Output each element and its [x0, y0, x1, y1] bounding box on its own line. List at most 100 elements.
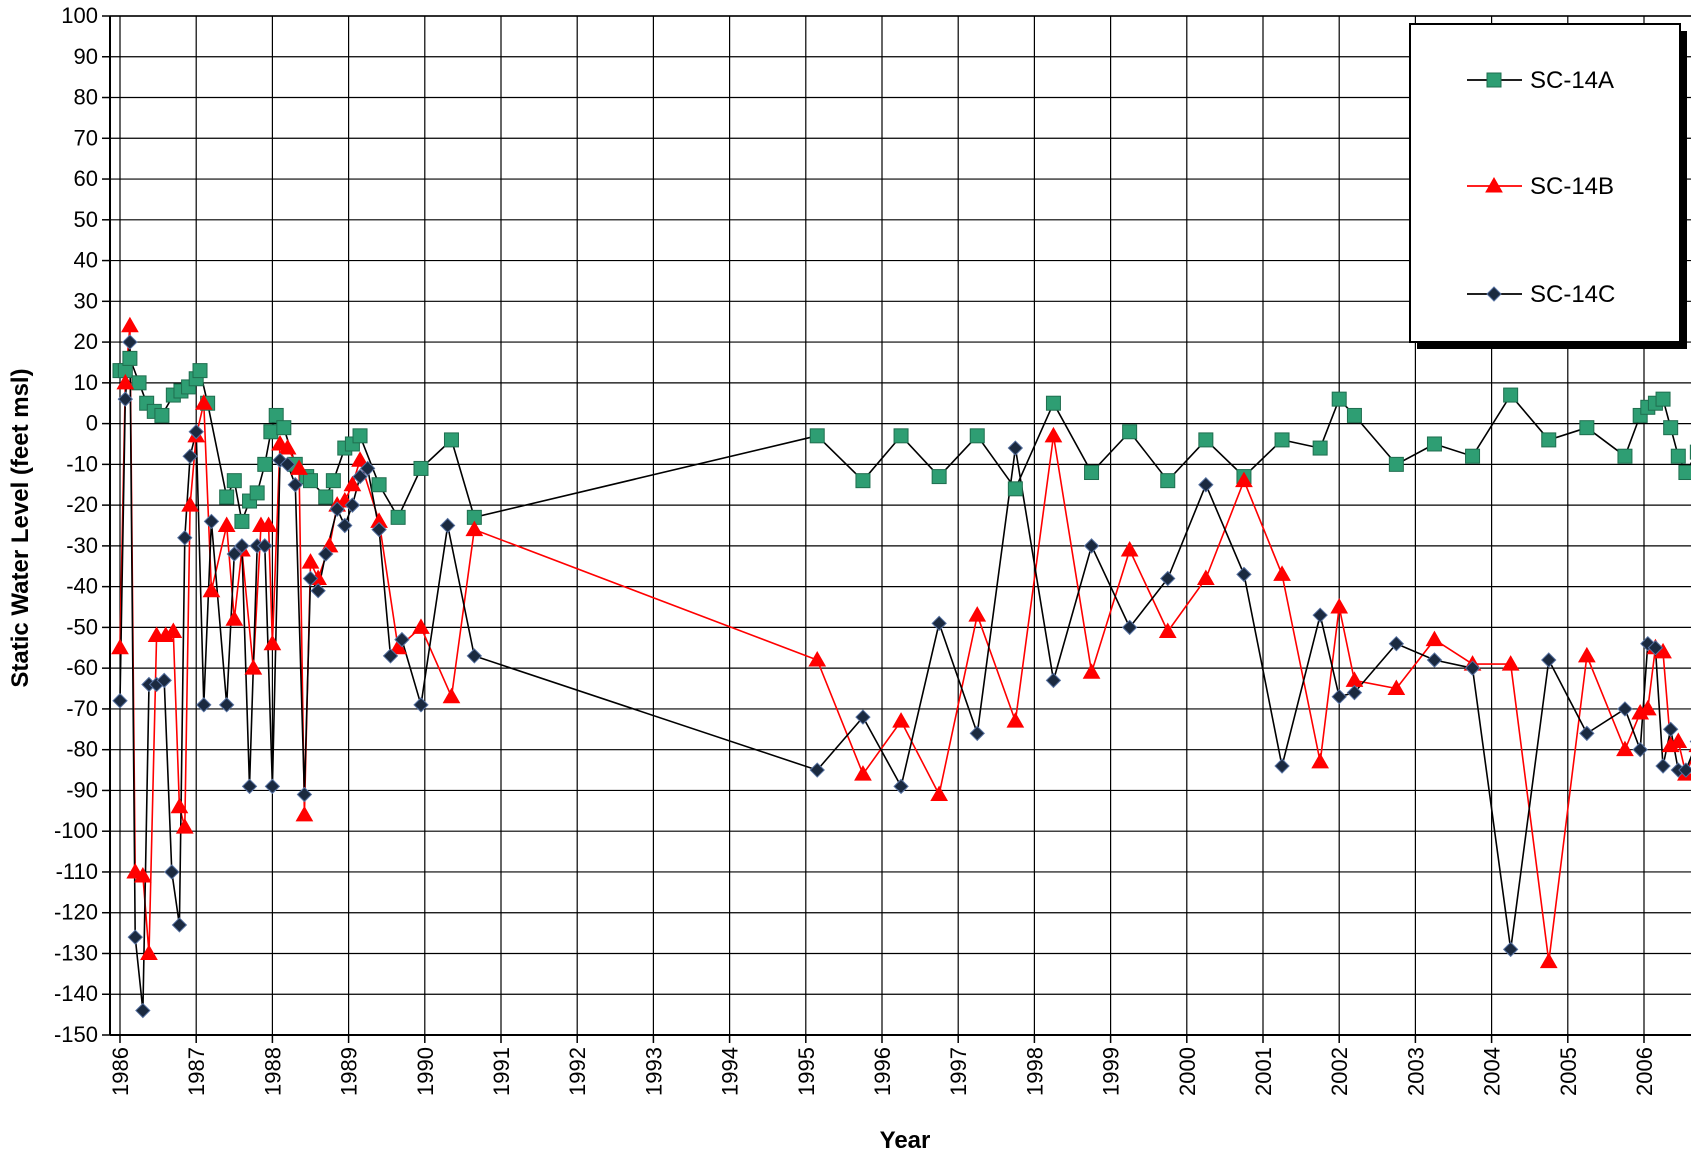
data-point	[263, 424, 279, 440]
data-point	[194, 394, 213, 410]
data-point	[1616, 740, 1634, 757]
data-point	[192, 363, 208, 379]
x-tick-label: 1995	[794, 1047, 819, 1096]
data-point	[352, 468, 368, 485]
data-point	[892, 712, 910, 728]
data-point	[893, 778, 909, 795]
data-point	[1006, 712, 1025, 728]
data-point	[371, 477, 387, 493]
legend-label: SC-14A	[1530, 67, 1614, 94]
legend-marker	[1485, 176, 1503, 193]
x-tick-label: 2005	[1556, 1047, 1581, 1096]
data-point	[318, 546, 334, 562]
data-point	[1426, 436, 1442, 452]
y-tick-label: 50	[74, 207, 98, 232]
y-tick-label: -40	[66, 574, 98, 599]
data-point	[219, 489, 235, 505]
data-point	[279, 456, 296, 473]
data-point	[310, 583, 326, 599]
data-point	[1388, 635, 1405, 652]
legend-box	[1409, 23, 1681, 343]
x-tick-label: 2002	[1327, 1047, 1352, 1096]
data-point	[413, 697, 429, 713]
data-point	[1331, 391, 1347, 407]
x-tick-label: 1996	[870, 1047, 895, 1096]
data-point	[264, 778, 281, 795]
data-point	[1388, 456, 1404, 472]
y-tick-label: -30	[66, 533, 98, 558]
data-point	[170, 797, 189, 814]
y-tick-label: -130	[54, 940, 98, 965]
data-point	[278, 439, 297, 455]
data-point	[809, 762, 825, 778]
y-tick-label: 60	[74, 166, 98, 191]
data-point	[244, 659, 263, 675]
data-point	[234, 538, 250, 554]
data-point	[1044, 426, 1063, 443]
data-point	[1579, 420, 1595, 436]
y-tick-label: -50	[66, 614, 98, 639]
x-tick-label: 1987	[184, 1047, 209, 1096]
y-tick-label: -120	[54, 900, 98, 925]
data-point	[1503, 387, 1519, 403]
data-point	[1045, 395, 1061, 411]
data-point	[226, 473, 242, 489]
data-point	[171, 917, 188, 933]
legend-entry: SC-14C	[1467, 281, 1615, 308]
data-point	[234, 513, 250, 529]
data-point	[325, 473, 341, 489]
x-tick-label: 1993	[641, 1047, 666, 1096]
y-tick-label: 100	[61, 3, 98, 28]
x-axis-title: Year	[880, 1127, 931, 1154]
data-point	[969, 725, 985, 742]
legend-items: SC-14A SC-14B SC-14C	[1467, 67, 1615, 308]
x-tick-label: 1999	[1099, 1047, 1124, 1096]
data-point	[218, 697, 235, 713]
data-point	[466, 648, 483, 664]
data-point	[111, 638, 129, 655]
y-tick-label: 10	[74, 370, 98, 395]
data-point	[202, 581, 221, 598]
data-point	[164, 864, 180, 880]
x-tick-label: 2006	[1632, 1047, 1657, 1096]
data-point	[1160, 570, 1176, 587]
data-point	[1670, 448, 1686, 464]
axes: -150-140-130-120-110-100-90-80-70-60-50-…	[54, 3, 1691, 1096]
data-point	[343, 475, 362, 492]
data-point	[1045, 672, 1062, 689]
x-tick-label: 2003	[1403, 1047, 1428, 1096]
data-point	[1638, 699, 1657, 716]
x-tick-label: 1997	[946, 1047, 971, 1096]
data-point	[1617, 701, 1633, 717]
data-point	[855, 709, 871, 725]
data-point	[181, 496, 199, 512]
data-point	[156, 672, 172, 689]
data-point	[196, 697, 212, 713]
data-point	[268, 407, 284, 423]
y-tick-label: -100	[54, 818, 98, 843]
data-point	[295, 805, 314, 822]
data-point	[1196, 569, 1215, 585]
data-point	[203, 513, 220, 530]
data-point	[122, 350, 138, 366]
data-point	[1465, 448, 1481, 464]
data-point	[301, 553, 320, 569]
series-layer	[111, 316, 1691, 1019]
data-point	[175, 818, 194, 834]
data-point	[177, 530, 193, 546]
data-point	[1273, 565, 1291, 581]
data-point	[140, 944, 158, 960]
data-point	[154, 407, 170, 423]
x-tick-label: 2001	[1251, 1047, 1276, 1096]
data-point	[1425, 630, 1444, 647]
data-point	[382, 648, 399, 664]
data-point	[1274, 432, 1290, 448]
data-point	[1158, 622, 1177, 638]
data-point	[1311, 752, 1330, 769]
legend-label: SC-14B	[1530, 173, 1614, 200]
data-point	[296, 786, 313, 803]
x-tick-label: 1991	[489, 1047, 514, 1096]
data-point	[1007, 440, 1024, 456]
series-markers-sc-14b	[111, 316, 1691, 969]
